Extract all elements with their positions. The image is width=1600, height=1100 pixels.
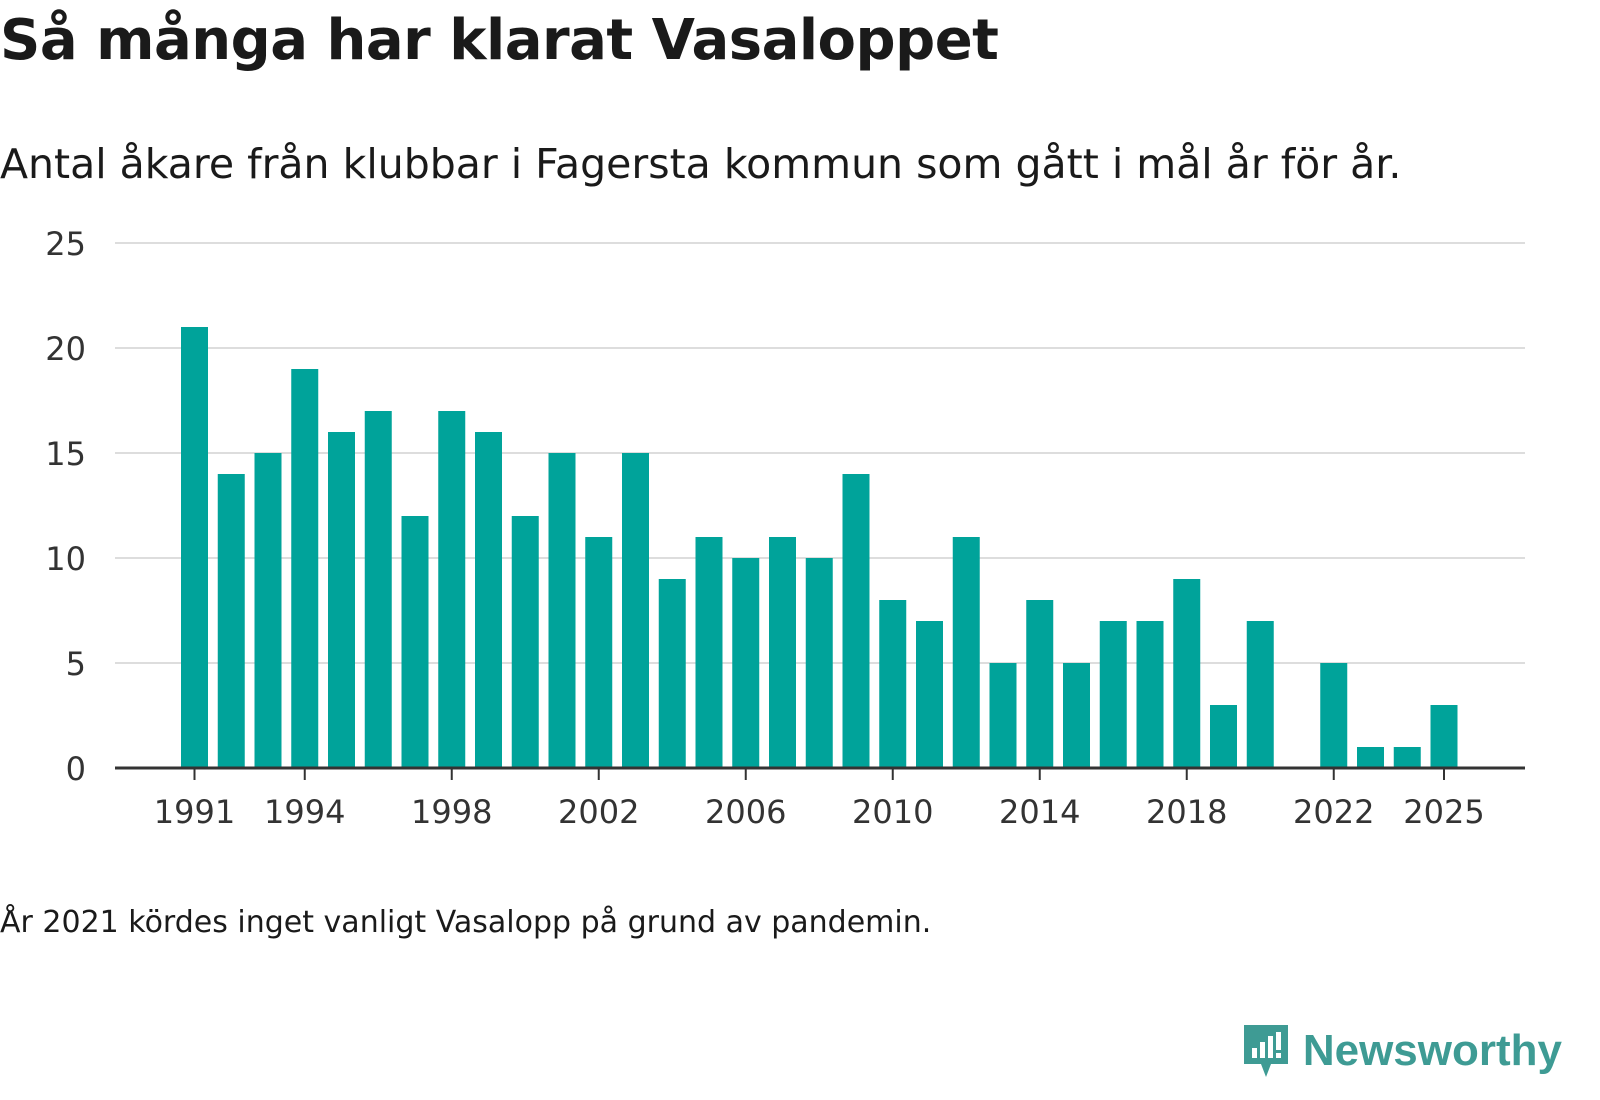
bar-2024 [1393,747,1421,768]
bar-2001 [548,453,576,768]
bar-2017 [1136,621,1164,768]
brand-name: Newsworthy [1302,1026,1562,1075]
bar-1991 [181,327,208,768]
bar-2012 [952,537,980,768]
bar-2020 [1246,621,1274,768]
bar-2018 [1173,579,1201,768]
bar-1999 [475,432,502,768]
bar-1997 [401,516,429,768]
x-tick-label-2006: 2006 [705,793,786,831]
bar-2007 [769,537,796,768]
bar-2002 [585,537,613,768]
x-tick-label-1998: 1998 [411,793,492,831]
bar-2000 [511,516,539,768]
bar-2010 [879,600,907,768]
x-tick-label-2018: 2018 [1146,793,1227,831]
x-tick-label-1991: 1991 [154,793,235,831]
bar-2005 [695,537,723,768]
x-tick-label-2010: 2010 [852,793,933,831]
bar-2008 [805,558,833,768]
bar-2011 [916,621,943,768]
footnote: År 2021 kördes inget vanligt Vasalopp på… [0,905,932,940]
y-tick-label-20: 20 [45,330,86,368]
bar-1993 [254,453,282,768]
bar-2004 [658,579,686,768]
bar-2023 [1357,747,1384,768]
bar-2006 [732,558,760,768]
x-tick-label-2022: 2022 [1293,793,1374,831]
bar-2014 [1026,600,1054,768]
bar-1994 [291,369,319,768]
bar-2016 [1099,621,1127,768]
y-tick-label-10: 10 [45,540,86,578]
bar-1998 [438,411,466,768]
chart-title: Så många har klarat Vasaloppet [0,8,999,73]
chart-subtitle: Antal åkare från klubbar i Fagersta komm… [0,140,1402,188]
bar-2013 [989,663,1017,768]
x-tick-label-1994: 1994 [264,793,345,831]
x-tick-label-2002: 2002 [558,793,639,831]
bar-2022 [1320,663,1348,768]
bar-1995 [328,432,355,768]
y-tick-label-0: 0 [66,750,86,788]
bar-1992 [217,474,245,768]
bar-2019 [1210,705,1237,768]
bar-2003 [622,453,649,768]
brand-logo: Newsworthy [1241,1022,1562,1080]
bar-2025 [1430,705,1458,768]
newsworthy-logo-icon [1243,1025,1288,1077]
bar-2009 [842,474,870,768]
y-tick-label-5: 5 [66,645,86,683]
bar-1996 [364,411,392,768]
y-tick-label-25: 25 [45,225,86,263]
bar-2015 [1063,663,1090,768]
x-tick-label-2014: 2014 [999,793,1080,831]
x-tick-label-2025: 2025 [1403,793,1484,831]
y-tick-label-15: 15 [45,435,86,473]
